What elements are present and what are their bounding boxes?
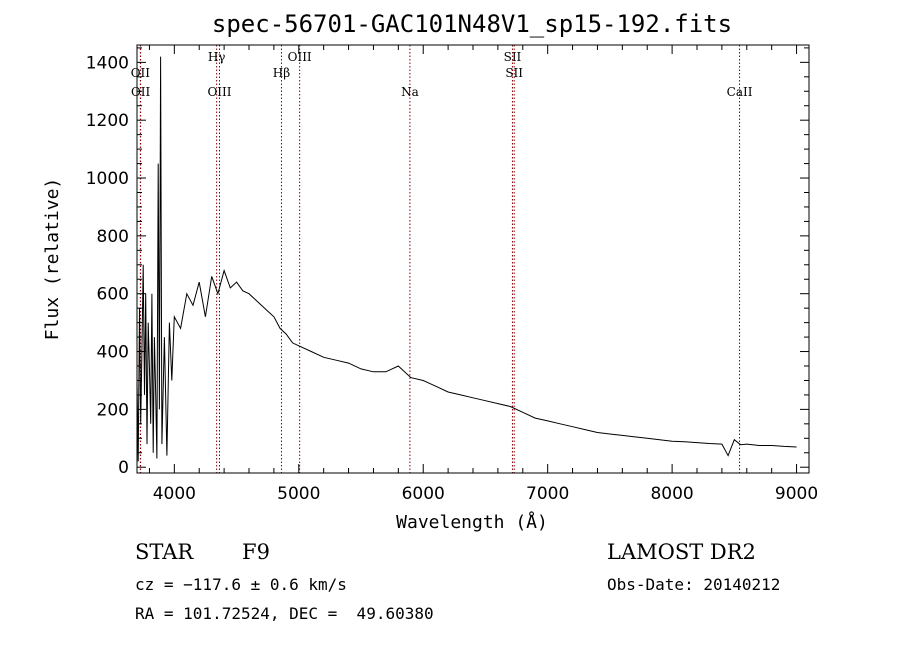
emission-line-labels: OII OII Hγ OIII Hβ OIII Na SII SII CaII [131,50,753,99]
y-axis-label: Flux (relative) [42,178,63,341]
spectrum-chart: spec-56701-GAC101N48V1_sp15-192.fits OII… [42,10,818,533]
y-tick-label-7: 1400 [86,53,129,73]
emission-line-label-3: OIII [207,85,231,99]
y-tick-label-0: 0 [118,458,129,478]
x-tick-label-1: 5000 [277,484,320,504]
emission-line-label-7: SII [504,50,522,64]
emission-line-label-9: CaII [727,85,753,99]
redshift-readout: cz = −117.6 ± 0.6 km/s [135,575,347,594]
survey-release: LAMOST DR2 [607,540,756,564]
y-tick-label-2: 400 [97,343,129,363]
emission-line-label-0: OII [131,66,151,80]
spectral-subclass: F9 [242,540,270,564]
spectrum-line [136,56,797,462]
y-tick-label-3: 600 [97,285,129,305]
y-tick-label-5: 1000 [86,169,129,189]
object-class: STAR [135,540,194,564]
x-tick-label-2: 6000 [402,484,445,504]
plot-frame [136,44,810,474]
chart-title: spec-56701-GAC101N48V1_sp15-192.fits [212,10,732,38]
coordinates-readout: RA = 101.72524, DEC = 49.60380 [135,604,434,623]
x-tick-label-0: 4000 [153,484,196,504]
emission-line-label-1: OII [131,85,151,99]
y-tick-label-6: 1200 [86,111,129,131]
x-tick-label-5: 9000 [775,484,818,504]
emission-line-markers [139,45,741,473]
observation-date: Obs-Date: 20140212 [607,575,781,594]
emission-line-label-4: Hβ [273,66,290,80]
emission-line-label-6: Na [401,85,419,99]
y-tick-label-4: 800 [97,227,129,247]
x-axis-ticks: 4000 5000 6000 7000 8000 9000 [148,45,818,504]
x-axis-label: Wavelength (Å) [396,511,548,533]
x-tick-label-3: 7000 [526,484,569,504]
emission-line-label-8: SII [505,66,523,80]
emission-line-label-2: Hγ [208,50,226,64]
y-tick-label-1: 200 [97,400,129,420]
emission-line-label-5: OIII [288,50,312,64]
x-tick-label-4: 8000 [650,484,693,504]
y-axis-ticks: 0 200 400 600 800 1000 1200 1400 [86,47,809,478]
